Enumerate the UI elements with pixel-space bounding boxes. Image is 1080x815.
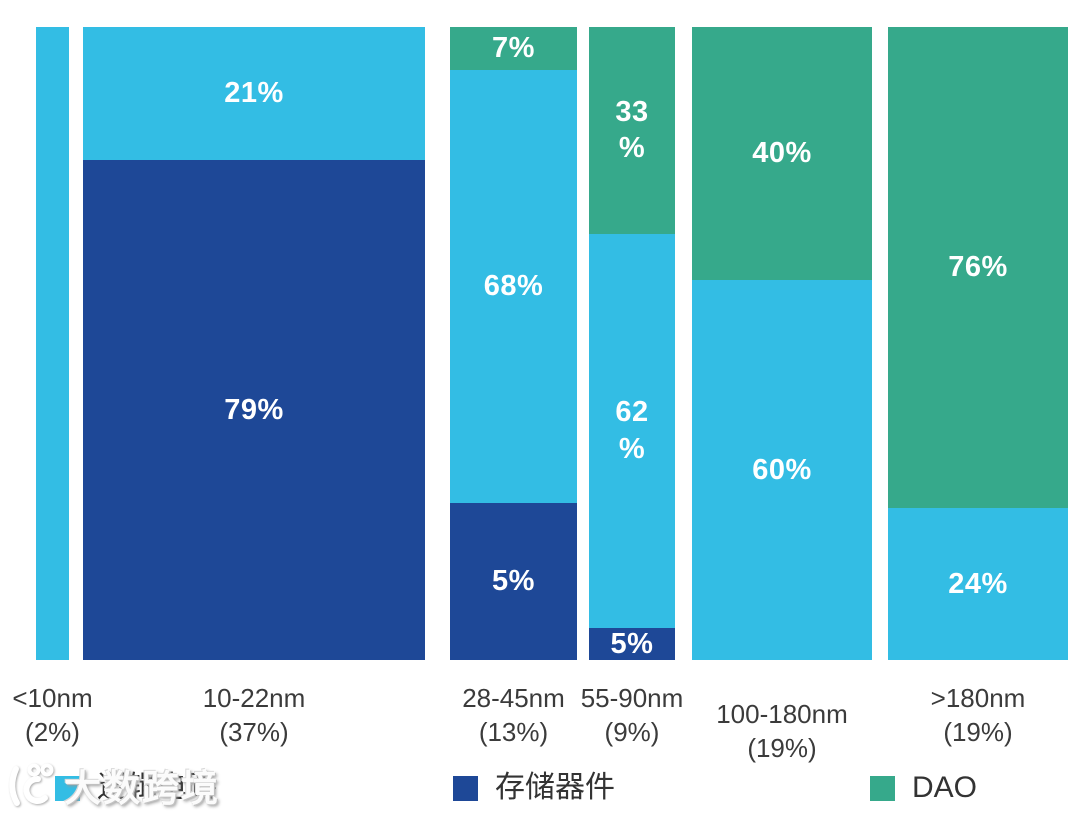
legend-swatch-memory [453, 775, 478, 801]
x-axis-label-<10nm: <10nm (2%) [12, 683, 93, 747]
watermark-logo [9, 763, 54, 806]
segment-logic: 68% [450, 70, 577, 503]
segment-value-label: 5% [492, 565, 535, 598]
bar-column-55-90nm: 33 % 62 % 5% [589, 27, 675, 660]
x-axis-label-28-45nm: 28-45nm (13%) [462, 683, 565, 747]
legend-label: 存储器件 [495, 771, 615, 804]
legend-swatch-dao [870, 775, 895, 801]
bar-column-28-45nm: 7% 68% 5% [450, 27, 577, 660]
segment-value-label: 5% [610, 627, 654, 660]
segment-value-label: 21% [224, 77, 284, 110]
segment-memory: 5% [589, 628, 675, 660]
segment-logic: 24% [888, 508, 1068, 660]
segment-value-label: 7% [492, 32, 535, 65]
segment-value-label: 33 % [615, 95, 649, 165]
segment-logic [36, 27, 69, 660]
segment-memory: 5% [450, 503, 577, 660]
bar-column-<10nm [36, 27, 69, 660]
segment-value-label: 60% [752, 453, 812, 486]
segment-value-label: 24% [948, 567, 1008, 600]
segment-logic: 60% [692, 280, 872, 660]
segment-value-label: 62 % [615, 396, 649, 466]
bars-area: 21% 79% 7% 68% 5% 33 % 62 % 5% 40% 60% 76% 24% [0, 27, 1080, 660]
segment-value-label: 79% [224, 393, 284, 426]
segment-dao: 7% [450, 27, 577, 71]
legend-item-dao: DAO [870, 771, 977, 805]
bar-column-100-180nm: 40% 60% [692, 27, 872, 660]
segment-memory: 79% [83, 159, 425, 660]
segment-logic: 21% [83, 27, 425, 160]
bar-column->180nm: 76% 24% [888, 27, 1068, 660]
segment-dao: 33 % [589, 27, 675, 234]
segment-value-label: 68% [483, 270, 544, 303]
segment-value-label: 76% [948, 251, 1008, 284]
x-axis-label-10-22nm: 10-22nm (37%) [202, 683, 306, 747]
legend-label: 逻辑电路 [97, 771, 217, 804]
x-axis-label->180nm: >180nm (19%) [930, 683, 1026, 747]
segment-dao: 40% [692, 27, 872, 281]
legend-label: DAO [912, 771, 978, 804]
segment-logic: 62 % [589, 233, 675, 629]
segment-dao: 76% [888, 27, 1068, 509]
legend-swatch-logic [55, 775, 80, 801]
bar-column-10-22nm: 21% 79% [83, 27, 425, 660]
segment-value-label: 40% [752, 137, 812, 170]
x-axis-label-55-90nm: 55-90nm (9%) [580, 683, 684, 747]
legend-item-logic: 逻辑电路 [55, 771, 217, 805]
x-axis-label-100-180nm: 100-180nm (19%) [716, 699, 848, 763]
legend-item-memory: 存储器件 [453, 771, 615, 805]
